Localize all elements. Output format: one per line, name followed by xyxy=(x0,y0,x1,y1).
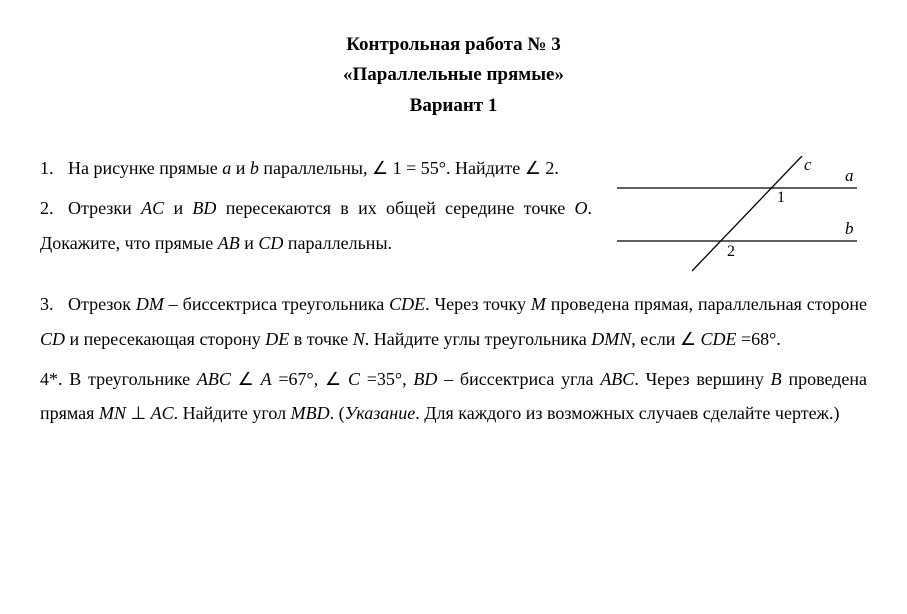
var-CD: CD xyxy=(258,233,283,253)
var-M: M xyxy=(531,294,546,314)
problem-number: 4*. xyxy=(40,369,63,389)
var-MBD: MBD xyxy=(291,403,330,423)
text: ⊥ xyxy=(126,403,151,423)
title-line-3: Вариант 1 xyxy=(40,91,867,121)
geometry-diagram: c a b 1 2 xyxy=(607,156,867,276)
var-N: N xyxy=(353,329,365,349)
text: =68°. xyxy=(736,329,780,349)
text: В треугольнике xyxy=(63,369,197,389)
text: и xyxy=(231,158,250,178)
var-A: A xyxy=(261,369,272,389)
text: На рисунке прямые xyxy=(68,158,222,178)
title-line-2: «Параллельные прямые» xyxy=(40,60,867,90)
var-BD: BD xyxy=(413,369,437,389)
var-B: B xyxy=(771,369,782,389)
text: . Найдите углы треугольника xyxy=(365,329,592,349)
text: . Через точку xyxy=(425,294,531,314)
var-MN: MN xyxy=(99,403,126,423)
var-CDE2: CDE xyxy=(700,329,736,349)
text: и xyxy=(240,233,259,253)
problem-number: 2. xyxy=(40,191,68,225)
var-AC: AC xyxy=(151,403,174,423)
problem-number: 3. xyxy=(40,287,68,321)
text: =35°, xyxy=(360,369,413,389)
var-O: O xyxy=(575,198,588,218)
label-a: a xyxy=(845,166,854,185)
text: пересекаются в их общей середине точке xyxy=(216,198,574,218)
var-C: C xyxy=(348,369,360,389)
text: – биссектриса треугольника xyxy=(164,294,389,314)
label-angle-1: 1 xyxy=(777,189,785,206)
transversal-c xyxy=(692,156,802,271)
problem-2: 2.Отрезки AC и BD пересекаются в их обще… xyxy=(40,191,592,259)
text: и пересекающая сторону xyxy=(65,329,265,349)
text: – биссектриса угла xyxy=(437,369,600,389)
problems-1-2-with-figure: 1.На рисунке прямые a и b параллельны, ∠… xyxy=(40,151,867,287)
var-BD: BD xyxy=(192,198,216,218)
problems-container: 1.На рисунке прямые a и b параллельны, ∠… xyxy=(40,151,867,430)
text: Отрезки xyxy=(68,198,141,218)
hint-label: Указание xyxy=(345,403,416,423)
text: Отрезок xyxy=(68,294,136,314)
var-AB: AB xyxy=(218,233,240,253)
problem-4: 4*. В треугольнике ABC ∠ A =67°, ∠ C =35… xyxy=(40,362,867,430)
var-DM: DM xyxy=(136,294,164,314)
text: параллельны, ∠ 1 = 55°. Найдите ∠ 2. xyxy=(259,158,559,178)
text: . ( xyxy=(330,403,345,423)
var-ABC2: ABC xyxy=(600,369,634,389)
var-ABC: ABC xyxy=(197,369,231,389)
text: в точке xyxy=(289,329,353,349)
text: =67°, ∠ xyxy=(272,369,348,389)
label-c: c xyxy=(804,156,812,174)
title-line-1: Контрольная работа № 3 xyxy=(40,30,867,60)
text: ∠ xyxy=(231,369,261,389)
text: , если ∠ xyxy=(631,329,700,349)
problem-1: 1.На рисунке прямые a и b параллельны, ∠… xyxy=(40,151,592,185)
text: . Найдите угол xyxy=(174,403,291,423)
text: и xyxy=(164,198,192,218)
var-DMN: DMN xyxy=(591,329,631,349)
document-header: Контрольная работа № 3 «Параллельные пря… xyxy=(40,30,867,121)
problem-number: 1. xyxy=(40,151,68,185)
label-angle-2: 2 xyxy=(727,243,735,260)
var-CDE: CDE xyxy=(389,294,425,314)
text: . Для каждого из возможных случаев сдела… xyxy=(415,403,839,423)
var-AC: AC xyxy=(141,198,164,218)
var-CD: CD xyxy=(40,329,65,349)
text: параллельны. xyxy=(283,233,392,253)
text: проведена прямая, параллельная стороне xyxy=(546,294,867,314)
problem-3: 3.Отрезок DM – биссектриса треугольника … xyxy=(40,287,867,355)
parallel-lines-figure: c a b 1 2 xyxy=(607,151,867,287)
label-b: b xyxy=(845,219,854,238)
var-a: a xyxy=(222,158,231,178)
var-b: b xyxy=(250,158,259,178)
problems-1-2-text: 1.На рисунке прямые a и b параллельны, ∠… xyxy=(40,151,592,266)
text: . Через вершину xyxy=(634,369,770,389)
var-DE: DE xyxy=(265,329,289,349)
